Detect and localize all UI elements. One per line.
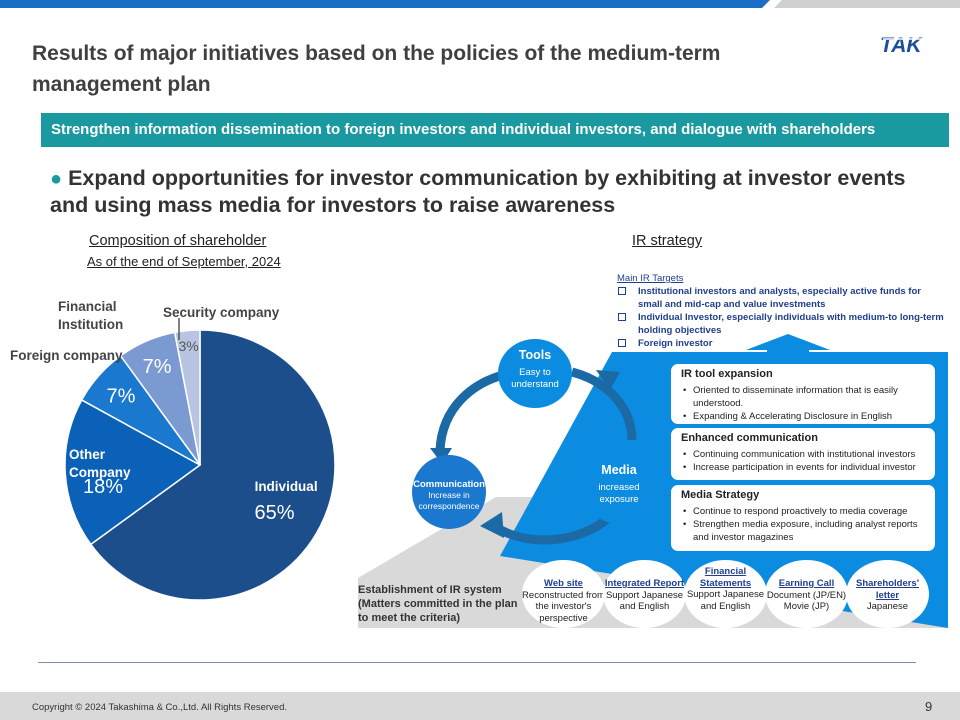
- page-number: 9: [925, 699, 933, 714]
- pie-category-label: Other Company: [69, 447, 131, 480]
- pie-value-label: 65%: [255, 502, 295, 524]
- arrow-head-icon: [596, 370, 620, 390]
- card-enhanced-communication: Enhanced communication Continuing commun…: [671, 428, 935, 480]
- page-title: Results of major initiatives based on th…: [32, 42, 721, 96]
- cycle-node-tools: Tools Easy to understand: [498, 339, 572, 408]
- copyright-text: Copyright © 2024 Takashima & Co.,Ltd. Al…: [32, 702, 288, 713]
- establishment-label: Establishment of IR system (Matters comm…: [358, 584, 518, 624]
- pie-value-label: 7%: [107, 385, 136, 407]
- top-accent-bar: [0, 0, 960, 8]
- pie-slice-security-company: [173, 329, 201, 466]
- pie-value-label: 18%: [83, 476, 123, 498]
- system-item-integrated-report: Integrated Report Support Japanese and En…: [603, 560, 686, 628]
- system-item-earning-call: Earning Call Document (JP/EN) Movie (JP): [765, 560, 848, 628]
- system-item-financial-statements: Financial Statements Support Japanese and…: [684, 560, 767, 628]
- checkbox-square-icon: [618, 339, 626, 347]
- target-item: Individual Investor, especially individu…: [617, 311, 947, 337]
- company-logo: TAK: [880, 34, 930, 55]
- lead-statement: ● Expand opportunities for investor comm…: [50, 165, 910, 218]
- checkbox-square-icon: [618, 287, 626, 295]
- checkbox-square-icon: [618, 313, 626, 321]
- targets-title: Main IR Targets: [617, 273, 684, 284]
- target-item: Institutional investors and analysts, es…: [617, 285, 947, 311]
- target-item: Foreign investor: [617, 337, 947, 350]
- footer-bar: [0, 692, 960, 720]
- label-financial-institution: Financial Institution: [58, 299, 124, 332]
- card-ir-tool-expansion: IR tool expansion Oriented to disseminat…: [671, 364, 935, 424]
- system-item-shareholders-letter: Shareholders' letter Japanese: [846, 560, 929, 628]
- composition-heading: Composition of shareholder: [89, 233, 267, 249]
- arrow-head-icon: [480, 512, 504, 538]
- label-foreign-company: Foreign company: [10, 348, 123, 363]
- theme-banner: Strengthen information dissemination to …: [41, 113, 949, 147]
- bullet-icon: ●: [50, 168, 63, 190]
- composition-subheading: As of the end of September, 2024: [87, 254, 281, 269]
- pie-value-label: 3%: [178, 338, 198, 354]
- pie-value-label: 7%: [143, 356, 172, 378]
- card-media-strategy: Media Strategy Continue to respond proac…: [671, 485, 935, 551]
- label-security-company: Security company: [163, 305, 280, 320]
- main-ir-targets: Main IR Targets Institutional investors …: [617, 272, 947, 350]
- pie-slice-other-company: [64, 398, 202, 546]
- cycle-node-media: Media increased exposure: [582, 450, 656, 524]
- cycle-node-communication: Communication Increase in correspondence: [412, 455, 486, 529]
- ir-strategy-heading: IR strategy: [632, 233, 703, 249]
- security-leader-line: [178, 318, 180, 340]
- footer-divider: [38, 662, 916, 663]
- pie-category-label: Individual: [255, 479, 318, 494]
- pie-slice-individual: [89, 329, 336, 601]
- up-arrow-icon: [746, 334, 830, 356]
- lead-text: Expand opportunities for investor commun…: [50, 166, 906, 217]
- system-item-website: Web site Reconstructed from the investor'…: [522, 560, 605, 628]
